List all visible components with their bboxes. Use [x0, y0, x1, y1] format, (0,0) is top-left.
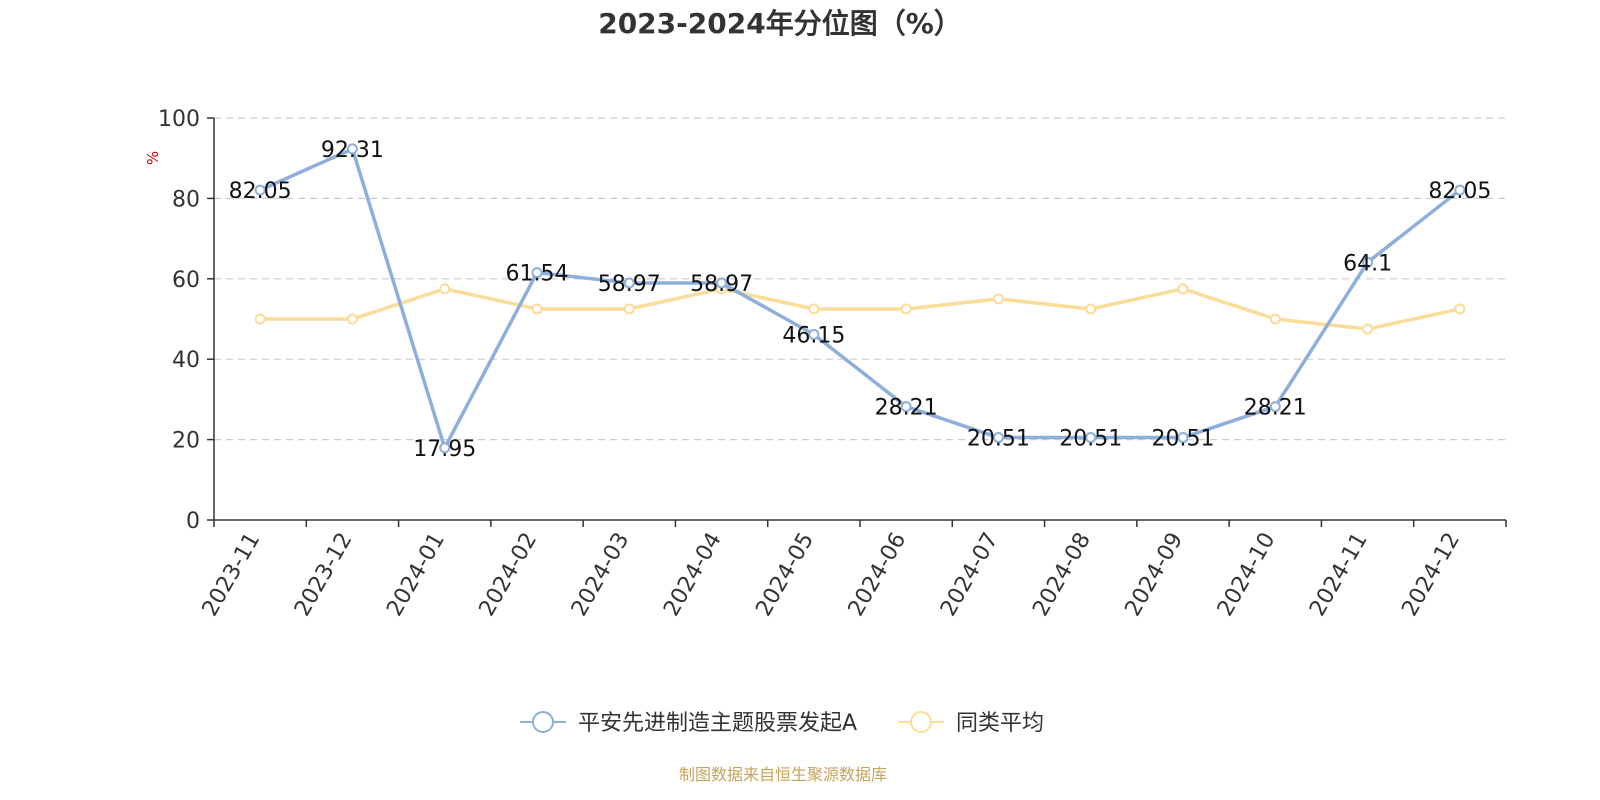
data-point [1362, 323, 1374, 335]
data-point [623, 303, 635, 315]
data-label: 61.54 [506, 262, 569, 287]
data-point [254, 313, 266, 325]
legend-label: 平安先进制造主题股票发起A [578, 711, 857, 736]
y-tick-label: 40 [172, 348, 200, 373]
data-label: 20.51 [1152, 427, 1215, 452]
data-point [900, 401, 912, 413]
gridlines [214, 117, 1506, 441]
data-point [531, 267, 543, 279]
y-tick-label: 0 [186, 509, 200, 534]
x-tick-label: 2024-06 [844, 529, 912, 621]
data-point [346, 143, 358, 155]
legend-label: 同类平均 [956, 711, 1044, 736]
y-tick-label: 100 [158, 107, 200, 132]
data-label: 92.31 [321, 138, 384, 163]
data-label: 58.97 [598, 272, 661, 297]
data-point [992, 432, 1004, 444]
data-point [808, 303, 820, 315]
chart-title: 2023-2024年分位图（%） [598, 7, 962, 40]
data-labels: 82.05 92.31 17.95 61.54 58.97 58.97 46.15 28.21… [229, 138, 1492, 462]
y-tick-label: 80 [172, 187, 200, 212]
series-line-2 [258, 287, 1462, 331]
data-label: 28.21 [875, 396, 938, 421]
x-tick-label: 2023-11 [198, 529, 266, 621]
x-tick-label: 2024-07 [936, 529, 1004, 621]
data-point [1269, 401, 1281, 413]
x-tick-label: 2024-11 [1305, 529, 1373, 621]
data-point [1454, 303, 1466, 315]
legend-swatch-marker [910, 711, 932, 733]
data-point [254, 184, 266, 196]
y-axis-unit-label: % [144, 151, 162, 165]
data-point [623, 277, 635, 289]
x-tick-label: 2024-10 [1213, 529, 1281, 621]
data-point [346, 313, 358, 325]
data-label: 28.21 [1244, 396, 1307, 421]
x-tick-label: 2024-12 [1397, 529, 1465, 621]
x-tick-label: 2024-05 [751, 529, 819, 621]
x-tick-label: 2023-12 [290, 529, 358, 621]
data-label: 46.15 [782, 323, 845, 348]
x-tick-label: 2024-03 [567, 529, 635, 621]
data-point [1362, 256, 1374, 268]
data-point [531, 303, 543, 315]
data-label: 20.51 [967, 427, 1030, 452]
data-label: 58.97 [690, 272, 753, 297]
x-tick-label: 2024-02 [475, 529, 543, 621]
x-tick-label: 2024-09 [1121, 529, 1189, 621]
data-point [1177, 432, 1189, 444]
data-label: 82.05 [1428, 179, 1491, 204]
data-label: 64.1 [1343, 251, 1392, 276]
x-tick-label: 2024-04 [659, 529, 727, 621]
y-tick-label: 60 [172, 268, 200, 293]
data-point [1085, 303, 1097, 315]
data-source-note: 制图数据来自恒生聚源数据库 [679, 765, 887, 784]
data-point [992, 293, 1004, 305]
legend-swatch-marker [532, 711, 554, 733]
data-point [716, 277, 728, 289]
data-point [1454, 184, 1466, 196]
data-point [900, 303, 912, 315]
legend: 平安先进制造主题股票发起A 同类平均 [520, 711, 1044, 736]
data-point [808, 328, 820, 340]
data-label: 20.51 [1059, 427, 1122, 452]
legend-item-series-1[interactable]: 平安先进制造主题股票发起A [520, 711, 857, 736]
series-layer [254, 143, 1466, 454]
data-point [1085, 432, 1097, 444]
legend-item-series-2[interactable]: 同类平均 [898, 711, 1044, 736]
data-point [439, 442, 451, 454]
series-line-1 [258, 147, 1462, 450]
data-label: 17.95 [413, 437, 476, 462]
x-tick-label: 2024-01 [382, 529, 450, 621]
data-label: 82.05 [229, 179, 292, 204]
data-point [1269, 313, 1281, 325]
data-point [1177, 283, 1189, 295]
x-tick-label: 2024-08 [1028, 529, 1096, 621]
data-point [439, 283, 451, 295]
y-tick-label: 20 [172, 429, 200, 454]
